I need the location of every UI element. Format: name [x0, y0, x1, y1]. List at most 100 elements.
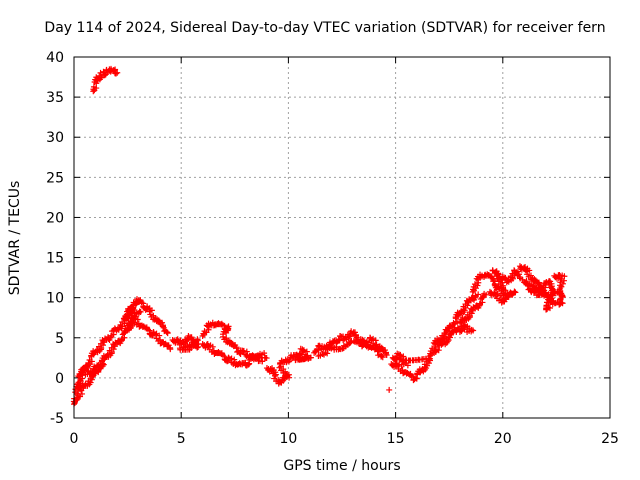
- series-track-6-9h-b: [199, 340, 268, 369]
- data-point: [386, 386, 393, 393]
- data-point: [91, 349, 98, 356]
- data-point: [492, 269, 499, 276]
- data-point: [100, 361, 107, 368]
- data-point: [85, 359, 92, 366]
- data-point: [532, 288, 539, 295]
- series-track-6-9h: [199, 319, 270, 365]
- data-point: [160, 323, 167, 330]
- data-point: [340, 342, 347, 349]
- data-point: [99, 360, 106, 367]
- data-point: [211, 350, 218, 357]
- series-track-9-11h: [263, 345, 314, 387]
- data-point: [163, 328, 170, 335]
- data-point: [205, 326, 212, 333]
- x-axis-label: GPS time / hours: [283, 458, 400, 474]
- data-point: [545, 304, 552, 311]
- data-point: [79, 390, 86, 397]
- data-point: [544, 293, 551, 300]
- data-point: [261, 350, 268, 357]
- y-tick-label: 25: [46, 170, 64, 186]
- series-outlier-14.7h: [386, 386, 393, 393]
- data-point: [468, 326, 475, 333]
- data-point: [296, 350, 303, 357]
- data-point: [512, 289, 519, 296]
- x-tick-label: 5: [177, 431, 186, 447]
- data-point: [114, 69, 121, 76]
- series-track-16-19h-b: [431, 290, 490, 356]
- data-point: [454, 324, 461, 331]
- data-point: [232, 362, 239, 369]
- data-point: [272, 371, 279, 378]
- data-point: [75, 392, 82, 399]
- data-point: [475, 291, 482, 298]
- data-point: [481, 290, 488, 297]
- y-tick-label: -5: [50, 411, 64, 427]
- data-point: [397, 352, 404, 359]
- data-point: [108, 332, 115, 339]
- data-point: [505, 276, 512, 283]
- data-point: [118, 335, 125, 342]
- data-point: [511, 288, 518, 295]
- data-point: [78, 368, 85, 375]
- chart-title: Day 114 of 2024, Sidereal Day-to-day VTE…: [44, 20, 605, 36]
- data-point: [404, 362, 411, 369]
- data-point: [433, 346, 440, 353]
- data-point: [136, 308, 143, 315]
- data-point: [472, 292, 479, 299]
- data-point: [471, 281, 478, 288]
- data-point: [476, 300, 483, 307]
- y-tick-label: 30: [46, 130, 64, 146]
- series-track-rise-3: [75, 360, 107, 380]
- plot-frame: [73, 56, 611, 419]
- data-point: [224, 358, 231, 365]
- series-track-21-23h: [516, 263, 559, 313]
- x-tick-label: 0: [70, 431, 79, 447]
- data-point: [340, 337, 347, 344]
- series-track-21-23h-b: [551, 272, 568, 308]
- data-point: [86, 356, 93, 363]
- data-point: [524, 281, 531, 288]
- data-point: [400, 361, 407, 368]
- y-tick-label: 35: [46, 90, 64, 106]
- data-point: [202, 344, 209, 351]
- data-point: [263, 355, 270, 362]
- data-point: [96, 72, 103, 79]
- y-tick-label: 5: [55, 331, 64, 347]
- series-track-19-21h: [469, 267, 524, 301]
- series-track-5h: [169, 333, 202, 353]
- data-point: [167, 346, 174, 353]
- data-point: [81, 367, 88, 374]
- data-point: [560, 277, 567, 284]
- y-tick-label: 0: [55, 371, 64, 387]
- series-track-11-14h-b: [315, 334, 390, 360]
- y-tick-label: 10: [46, 291, 64, 307]
- data-point: [463, 315, 470, 322]
- data-point: [450, 319, 457, 326]
- data-point: [364, 338, 371, 345]
- series-track-15-16h: [388, 350, 434, 384]
- data-point: [223, 329, 230, 336]
- data-point: [490, 276, 497, 283]
- data-point: [470, 283, 477, 290]
- x-tick-label: 10: [279, 431, 297, 447]
- data-point: [164, 343, 171, 350]
- data-point: [352, 333, 359, 340]
- data-point: [429, 345, 436, 352]
- data-point: [536, 291, 543, 298]
- data-point: [230, 343, 237, 350]
- data-point: [442, 339, 449, 346]
- x-tick-label: 15: [387, 431, 405, 447]
- data-point: [105, 351, 112, 358]
- data-point: [492, 291, 499, 298]
- data-point: [537, 288, 544, 295]
- data-point: [110, 67, 117, 74]
- x-tick-label: 25: [601, 431, 619, 447]
- data-point: [272, 372, 279, 379]
- data-point: [116, 324, 123, 331]
- data-point: [375, 352, 382, 359]
- data-point: [322, 349, 329, 356]
- data-point: [164, 330, 171, 337]
- data-point: [437, 335, 444, 342]
- data-point: [152, 331, 159, 338]
